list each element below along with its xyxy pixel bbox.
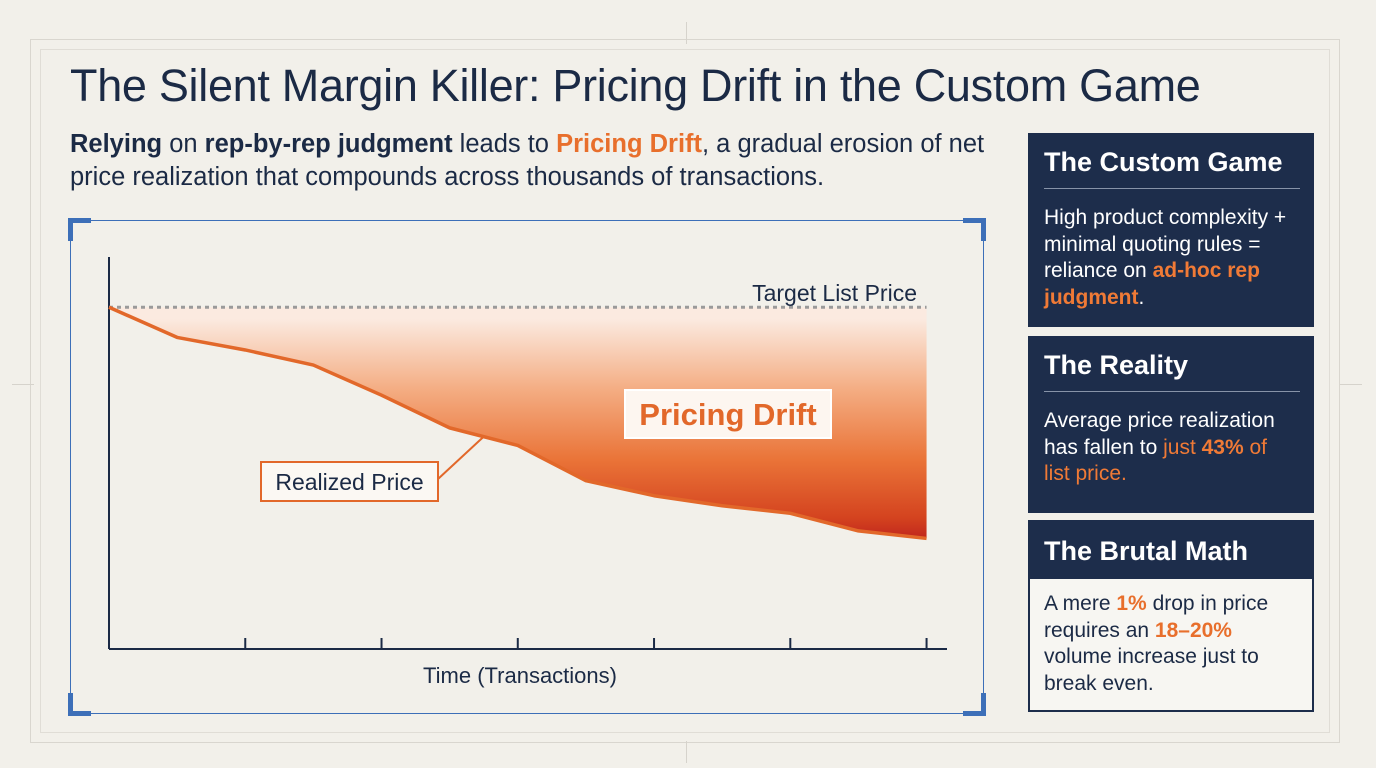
realized-price-line bbox=[108, 305, 927, 541]
chart-frame: Target List Price Realized Price Pricing D… bbox=[68, 218, 986, 716]
x-axis-label: Time (Transactions) bbox=[423, 663, 617, 688]
realized-price-label-box bbox=[260, 461, 439, 502]
outer-frame bbox=[30, 39, 1340, 743]
card-reality-heading: The Reality bbox=[1044, 350, 1189, 380]
card-reality-text: Average price realization has fallen to bbox=[1044, 409, 1275, 459]
card-brutal-math-heading: The Brutal Math bbox=[1030, 522, 1312, 579]
frame-tick-bottom bbox=[686, 741, 687, 763]
frame-tick-right bbox=[1340, 384, 1362, 385]
inner-frame bbox=[40, 49, 1330, 733]
card-brutal-math-text-1: A mere bbox=[1044, 592, 1117, 615]
card-brutal-math-body: A mere 1% drop in price requires an 18–2… bbox=[1030, 579, 1312, 697]
frame-tick-top bbox=[686, 22, 687, 44]
subtitle-part-6: , a gradual erosion of net price realiza… bbox=[70, 130, 985, 191]
card-custom-game-heading: The Custom Game bbox=[1044, 147, 1283, 177]
card-reality-accent-a: just bbox=[1163, 435, 1202, 459]
card-brutal-math-accent-2: 18–20% bbox=[1154, 618, 1232, 642]
card-custom-game-body: High product complexity + minimal quotin… bbox=[1028, 189, 1314, 311]
frame-corner-bottom-right bbox=[963, 693, 986, 716]
card-brutal-math-text-3: volume increase just to break even. bbox=[1044, 645, 1259, 695]
card-reality-accent-b: 43% bbox=[1201, 435, 1244, 459]
subtitle-part-4: leads to bbox=[452, 130, 557, 158]
frame-corner-top-left bbox=[68, 218, 91, 241]
target-list-price-label: Target List Price bbox=[752, 280, 917, 306]
card-reality: The Reality Average price realization ha… bbox=[1028, 336, 1314, 513]
subtitle-part-1: Relying bbox=[70, 130, 163, 158]
pricing-drift-label: Pricing Drift bbox=[639, 397, 816, 432]
card-divider bbox=[1044, 391, 1300, 392]
card-custom-game-end: . bbox=[1138, 285, 1145, 309]
page-subtitle: Relying on rep-by-rep judgment leads to … bbox=[70, 128, 1000, 194]
card-custom-game: The Custom Game High product complexity … bbox=[1028, 133, 1314, 327]
card-brutal-math-accent-1: 1% bbox=[1116, 592, 1147, 615]
subtitle-part-5: Pricing Drift bbox=[556, 130, 703, 158]
card-custom-game-text: High product complexity + minimal quotin… bbox=[1044, 206, 1287, 282]
frame-corner-bottom-left bbox=[68, 693, 91, 716]
pricing-drift-label-box bbox=[624, 389, 832, 439]
card-divider bbox=[1044, 188, 1300, 189]
card-reality-accent-c: of list price. bbox=[1044, 435, 1267, 486]
subtitle-part-3: rep-by-rep judgment bbox=[204, 130, 453, 158]
card-reality-body: Average price realization has fallen to … bbox=[1028, 392, 1314, 488]
card-brutal-math-text-2: drop in price requires an bbox=[1044, 592, 1269, 642]
realized-price-label: Realized Price bbox=[275, 469, 423, 495]
pricing-drift-chart: Target List Price Realized Price Pricing D… bbox=[108, 257, 947, 688]
realized-price-leader bbox=[437, 435, 485, 480]
subtitle-part-2: on bbox=[162, 130, 205, 158]
card-custom-game-accent: ad-hoc rep judgment bbox=[1044, 259, 1260, 309]
page-title: The Silent Margin Killer: Pricing Drift … bbox=[70, 60, 1201, 111]
frame-corner-top-right bbox=[963, 218, 986, 241]
frame-tick-left bbox=[12, 384, 34, 385]
card-brutal-math: The Brutal Math A mere 1% drop in price … bbox=[1028, 520, 1314, 712]
